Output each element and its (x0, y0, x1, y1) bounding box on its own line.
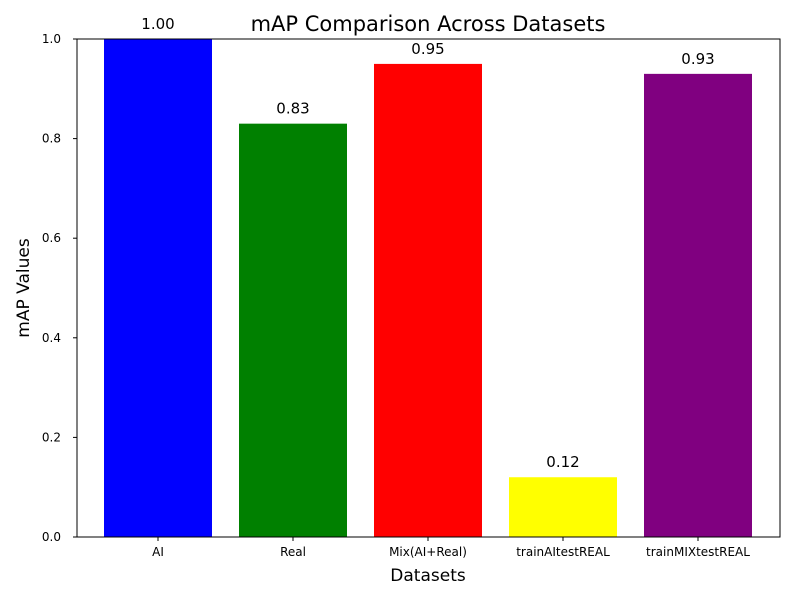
data-label: 0.93 (681, 50, 714, 68)
x-tick-label: trainMIXtestREAL (646, 545, 750, 559)
data-label: 1.00 (141, 15, 174, 33)
bar-trainaitestreal (509, 477, 617, 537)
bar-real (239, 123, 347, 537)
x-tick-label: Real (280, 545, 306, 559)
bar-ai (104, 39, 212, 537)
bars-layer (104, 39, 752, 538)
x-axis-title: Datasets (390, 566, 466, 586)
x-tick-label: AI (152, 545, 164, 559)
y-tick-label: 0.4 (42, 331, 61, 345)
bar-mix-ai-real (374, 63, 482, 538)
data-label: 0.83 (276, 100, 309, 118)
x-tick-label: trainAItestREAL (516, 545, 610, 559)
y-tick-label: 0.2 (42, 430, 61, 444)
data-labels-layer: 1.00 0.83 0.95 0.12 0.93 (141, 15, 714, 471)
y-tick-label: 1.0 (42, 32, 61, 46)
y-tick-label: 0.6 (42, 231, 61, 245)
x-tick-label: Mix(AI+Real) (389, 545, 467, 559)
y-tick-label: 0.0 (42, 530, 61, 544)
plot-frame (76, 38, 781, 538)
bar-trainmixtestreal (644, 73, 752, 538)
data-label: 0.95 (411, 40, 444, 58)
x-axis: AI Real Mix(AI+Real) trainAItestREAL trainMI… (152, 537, 750, 559)
data-label: 0.12 (546, 453, 579, 471)
y-axis-title: mAP Values (14, 238, 34, 338)
y-tick-label: 0.8 (42, 132, 61, 146)
chart-title: mAP Comparison Across Datasets (251, 12, 606, 36)
y-axis: 0.0 0.2 0.4 0.6 0.8 1.0 (42, 32, 77, 544)
